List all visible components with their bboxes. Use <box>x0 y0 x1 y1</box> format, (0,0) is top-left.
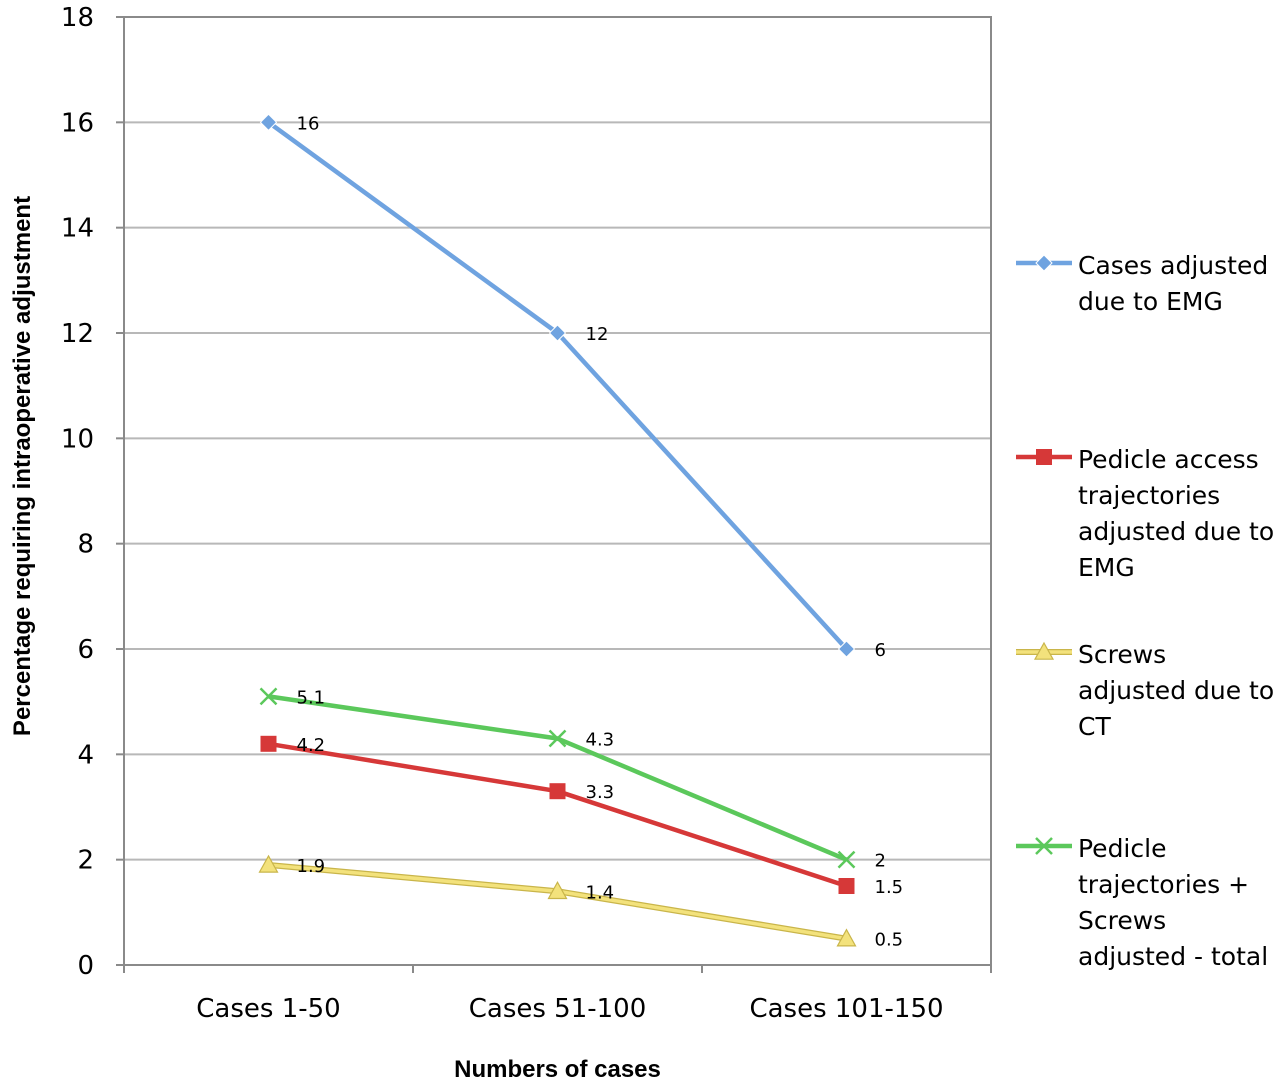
y-tick-label-2: 2 <box>77 846 94 876</box>
y-tick-label-16: 16 <box>61 108 94 138</box>
plot-area-frame <box>123 16 992 966</box>
x-axis-title: Numbers of cases <box>454 1056 661 1083</box>
legend-marker-1 <box>1035 254 1053 272</box>
x-tick-label-2: Cases 51-100 <box>469 994 647 1024</box>
series-3-data-label-1: 1.9 <box>297 856 326 877</box>
gridlines <box>124 121 991 861</box>
series-3 <box>258 854 857 947</box>
legend-label-3-line-2: adjusted due to <box>1078 676 1274 705</box>
y-tick-label-18: 18 <box>61 3 94 33</box>
y-tick-label-0: 0 <box>77 951 94 981</box>
data-labels: 1.9 1.4 0.5 4.2 3.3 1.5 5.1 4.3 2 16 12 6 <box>297 113 904 950</box>
legend-label-2-line-4: EMG <box>1078 553 1135 582</box>
series-4-point-1 <box>259 687 278 706</box>
series-3-point-1 <box>258 854 279 873</box>
legend-marker-4 <box>1035 837 1053 855</box>
series-1-data-label-2: 12 <box>586 324 609 345</box>
legend-label-3-line-3: CT <box>1078 712 1111 741</box>
series-2-line <box>268 741 848 889</box>
series-2-data-label-3: 1.5 <box>875 877 904 898</box>
legend-entry-4: Pedicle trajectories + Screws adjusted - to… <box>1016 834 1268 971</box>
legend-label-1-line-1: Cases adjusted <box>1078 251 1268 280</box>
x-tick-label-3: Cases 101-150 <box>749 994 943 1024</box>
series-1-point-2 <box>548 324 567 342</box>
series-4-data-label-2: 4.3 <box>586 730 615 751</box>
y-tick-label-14: 14 <box>61 214 94 244</box>
x-tick-label-1: Cases 1-50 <box>196 994 340 1024</box>
legend-label-4-line-1: Pedicle <box>1078 834 1166 863</box>
series-3-point-2 <box>547 881 568 900</box>
legend-label-3-line-1: Screws <box>1078 640 1166 669</box>
series-1-data-label-3: 6 <box>875 640 886 661</box>
series-2-data-label-2: 3.3 <box>586 782 615 803</box>
series-2-point-3 <box>838 878 855 894</box>
series-2-point-2 <box>549 783 566 800</box>
y-tick-label-8: 8 <box>77 530 94 560</box>
series-3-data-label-3: 0.5 <box>875 930 904 951</box>
series-1-data-label-1: 16 <box>297 113 320 134</box>
series-4-data-label-1: 5.1 <box>297 687 326 708</box>
series-lines <box>258 113 857 947</box>
legend-label-4-line-3: Screws <box>1078 906 1166 935</box>
series-4 <box>259 687 856 869</box>
legend-marker-3 <box>1033 641 1055 660</box>
y-tick-label-12: 12 <box>61 319 94 349</box>
legend-label-4-line-4: adjusted - total <box>1078 942 1268 971</box>
legend: Cases adjusted due to EMG Pedicle access tr… <box>1016 251 1274 971</box>
series-4-point-3 <box>837 850 856 869</box>
y-tick-label-4: 4 <box>77 740 94 770</box>
legend-label-4-line-2: trajectories + <box>1078 870 1249 899</box>
y-tick-label-10: 10 <box>61 424 94 454</box>
legend-marker-2 <box>1036 449 1052 465</box>
series-2-data-label-1: 4.2 <box>297 735 326 756</box>
legend-entry-3: Screws adjusted due to CT <box>1016 640 1274 741</box>
series-1 <box>259 113 856 658</box>
series-1-point-1 <box>259 113 278 132</box>
legend-label-2-line-1: Pedicle access <box>1078 445 1259 474</box>
series-4-point-2 <box>548 729 567 748</box>
axes: 0 2 4 6 8 10 12 14 16 18 Cases 1-50 Cases 51-100 Cas… <box>61 3 992 1024</box>
legend-label-1-line-2: due to EMG <box>1078 287 1223 316</box>
y-tick-label-6: 6 <box>77 635 94 665</box>
series-3-line <box>268 863 847 941</box>
series-4-line <box>268 694 848 862</box>
legend-label-2-line-2: trajectories <box>1078 481 1220 510</box>
series-3-data-label-2: 1.4 <box>586 882 615 903</box>
series-1-line <box>267 120 849 651</box>
series-1-point-3 <box>837 640 856 658</box>
series-4-data-label-3: 2 <box>875 851 886 872</box>
series-3-point-3 <box>836 928 857 947</box>
series-2 <box>260 735 855 894</box>
y-axis-title: Percentage requiring intraoperative adju… <box>9 196 36 736</box>
legend-entry-2: Pedicle access trajectories adjusted due t… <box>1016 445 1274 582</box>
legend-label-2-line-3: adjusted due to <box>1078 517 1274 546</box>
series-3-line-outline <box>268 861 847 942</box>
series-2-point-1 <box>260 735 277 752</box>
legend-entry-1: Cases adjusted due to EMG <box>1016 251 1268 316</box>
